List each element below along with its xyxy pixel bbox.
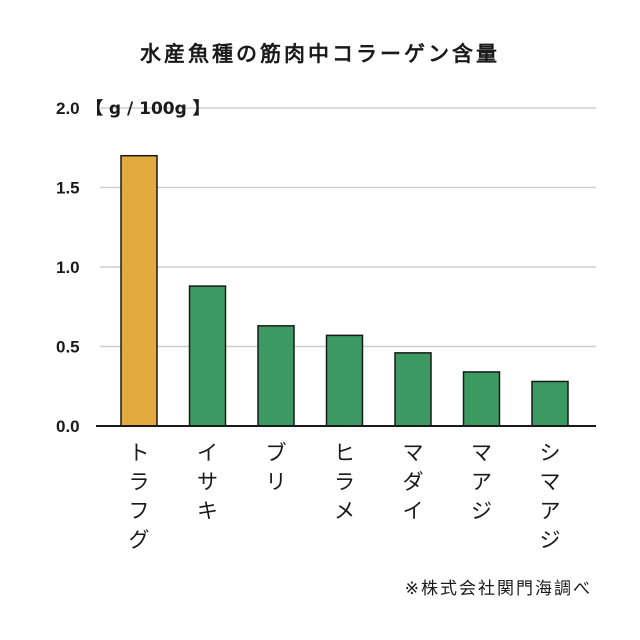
x-category-label-0: トラフグ xyxy=(129,441,150,552)
x-category-label-3: ヒラメ xyxy=(334,441,355,523)
x-category-label-1: イサキ xyxy=(197,441,218,523)
source-note: ※株式会社関門海調べ xyxy=(404,579,592,599)
x-category-label-4: マダイ xyxy=(403,441,424,523)
x-category-label-5: マアジ xyxy=(471,441,492,523)
bar-3 xyxy=(325,334,364,427)
y-tick-label-3: 1.5 xyxy=(56,179,80,198)
bar-1 xyxy=(188,285,227,427)
y-tick-label-1: 0.5 xyxy=(56,338,80,357)
y-tick-label-4: 2.0 xyxy=(56,99,80,118)
y-unit-label: 【 g / 100g 】 xyxy=(86,98,210,119)
bar-0 xyxy=(120,154,158,427)
y-tick-label-2: 1.0 xyxy=(56,258,80,277)
bar-5 xyxy=(462,371,501,427)
chart-title: 水産魚種の筋肉中コラーゲン含量 xyxy=(140,42,500,66)
x-category-label-6: シマアジ xyxy=(540,441,561,552)
bar-6 xyxy=(531,380,569,427)
bar-4 xyxy=(394,352,432,427)
bar-2 xyxy=(257,325,295,427)
x-category-label-2: ブリ xyxy=(266,441,287,494)
y-tick-label-0: 0.0 xyxy=(56,417,80,436)
